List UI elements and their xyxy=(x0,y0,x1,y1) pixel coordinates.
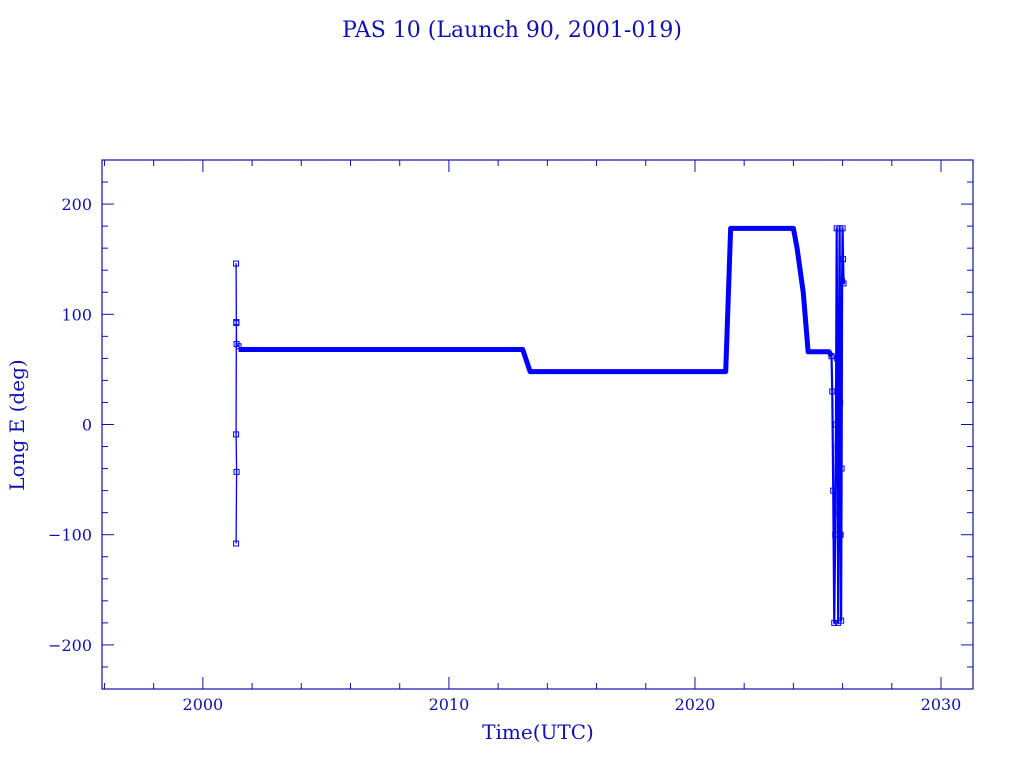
y-tick-label: 0 xyxy=(82,416,92,435)
data-point xyxy=(233,431,240,438)
y-tick-label: 100 xyxy=(61,305,92,324)
data-point xyxy=(832,421,839,428)
data-point xyxy=(235,343,242,350)
data-point xyxy=(838,617,845,624)
data-point xyxy=(829,388,836,395)
data-point xyxy=(839,225,846,232)
data-point xyxy=(233,260,240,267)
data-point xyxy=(831,619,838,626)
chart-title: PAS 10 (Launch 90, 2001-019) xyxy=(342,18,682,43)
x-tick-label: 2020 xyxy=(675,695,716,714)
x-tick-label: 2000 xyxy=(183,695,224,714)
x-tick-label: 2010 xyxy=(429,695,470,714)
data-point xyxy=(830,487,837,494)
data-point xyxy=(834,443,841,450)
series-line-2 xyxy=(238,225,834,375)
tick-labels: 2000 2010 2020 2030 −200 −100 0 100 200 xyxy=(48,195,961,714)
y-axis-label: Long E (deg) xyxy=(5,359,29,490)
data-point xyxy=(836,311,843,318)
series-line-3 xyxy=(830,227,845,624)
data-point xyxy=(840,280,847,287)
y-tick-label: −100 xyxy=(48,526,92,545)
x-axis-label: Time(UTC) xyxy=(482,720,594,744)
y-tick-label: −200 xyxy=(48,636,92,655)
data-point xyxy=(834,355,841,362)
series-line-1 xyxy=(235,262,240,544)
data-point xyxy=(233,320,240,327)
tick-marks xyxy=(102,160,973,689)
data-point xyxy=(838,465,845,472)
data-point xyxy=(828,353,835,360)
data-series xyxy=(233,225,847,626)
data-point xyxy=(837,531,844,538)
data-point xyxy=(837,399,844,406)
data-point xyxy=(233,540,240,547)
x-tick-label: 2030 xyxy=(921,695,962,714)
data-point xyxy=(840,256,847,263)
y-tick-label: 200 xyxy=(61,195,92,214)
data-point xyxy=(233,468,240,475)
data-point xyxy=(835,509,842,516)
